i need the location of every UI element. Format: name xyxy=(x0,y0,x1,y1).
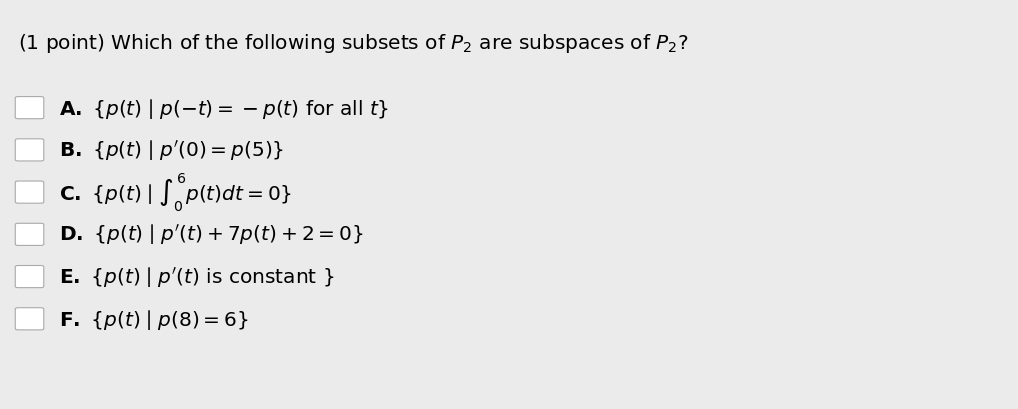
Text: $\mathbf{A.}$ $\{p(t) \mid p(-t) = -p(t)$ for all $t\}$: $\mathbf{A.}$ $\{p(t) \mid p(-t) = -p(t)… xyxy=(59,97,389,120)
Text: (1 point) Which of the following subsets of $P_2$ are subspaces of $P_2$?: (1 point) Which of the following subsets… xyxy=(18,31,689,54)
Text: $\mathbf{C.}$ $\{p(t) \mid \int_0^6 p(t)dt = 0\}$: $\mathbf{C.}$ $\{p(t) \mid \int_0^6 p(t)… xyxy=(59,172,292,213)
FancyBboxPatch shape xyxy=(15,266,44,288)
Text: $\mathbf{F.}$ $\{p(t) \mid p(8) = 6\}$: $\mathbf{F.}$ $\{p(t) \mid p(8) = 6\}$ xyxy=(59,307,248,331)
FancyBboxPatch shape xyxy=(15,308,44,330)
FancyBboxPatch shape xyxy=(15,182,44,204)
FancyBboxPatch shape xyxy=(15,224,44,246)
FancyBboxPatch shape xyxy=(15,139,44,162)
Text: $\mathbf{B.}$ $\{p(t) \mid p'(0) = p(5)\}$: $\mathbf{B.}$ $\{p(t) \mid p'(0) = p(5)\… xyxy=(59,139,284,162)
Text: $\mathbf{E.}$ $\{p(t) \mid p'(t)$ is constant $\}$: $\mathbf{E.}$ $\{p(t) \mid p'(t)$ is con… xyxy=(59,265,335,289)
Text: $\mathbf{D.}$ $\{p(t) \mid p'(t) + 7p(t) + 2 = 0\}$: $\mathbf{D.}$ $\{p(t) \mid p'(t) + 7p(t)… xyxy=(59,223,363,247)
FancyBboxPatch shape xyxy=(15,97,44,119)
